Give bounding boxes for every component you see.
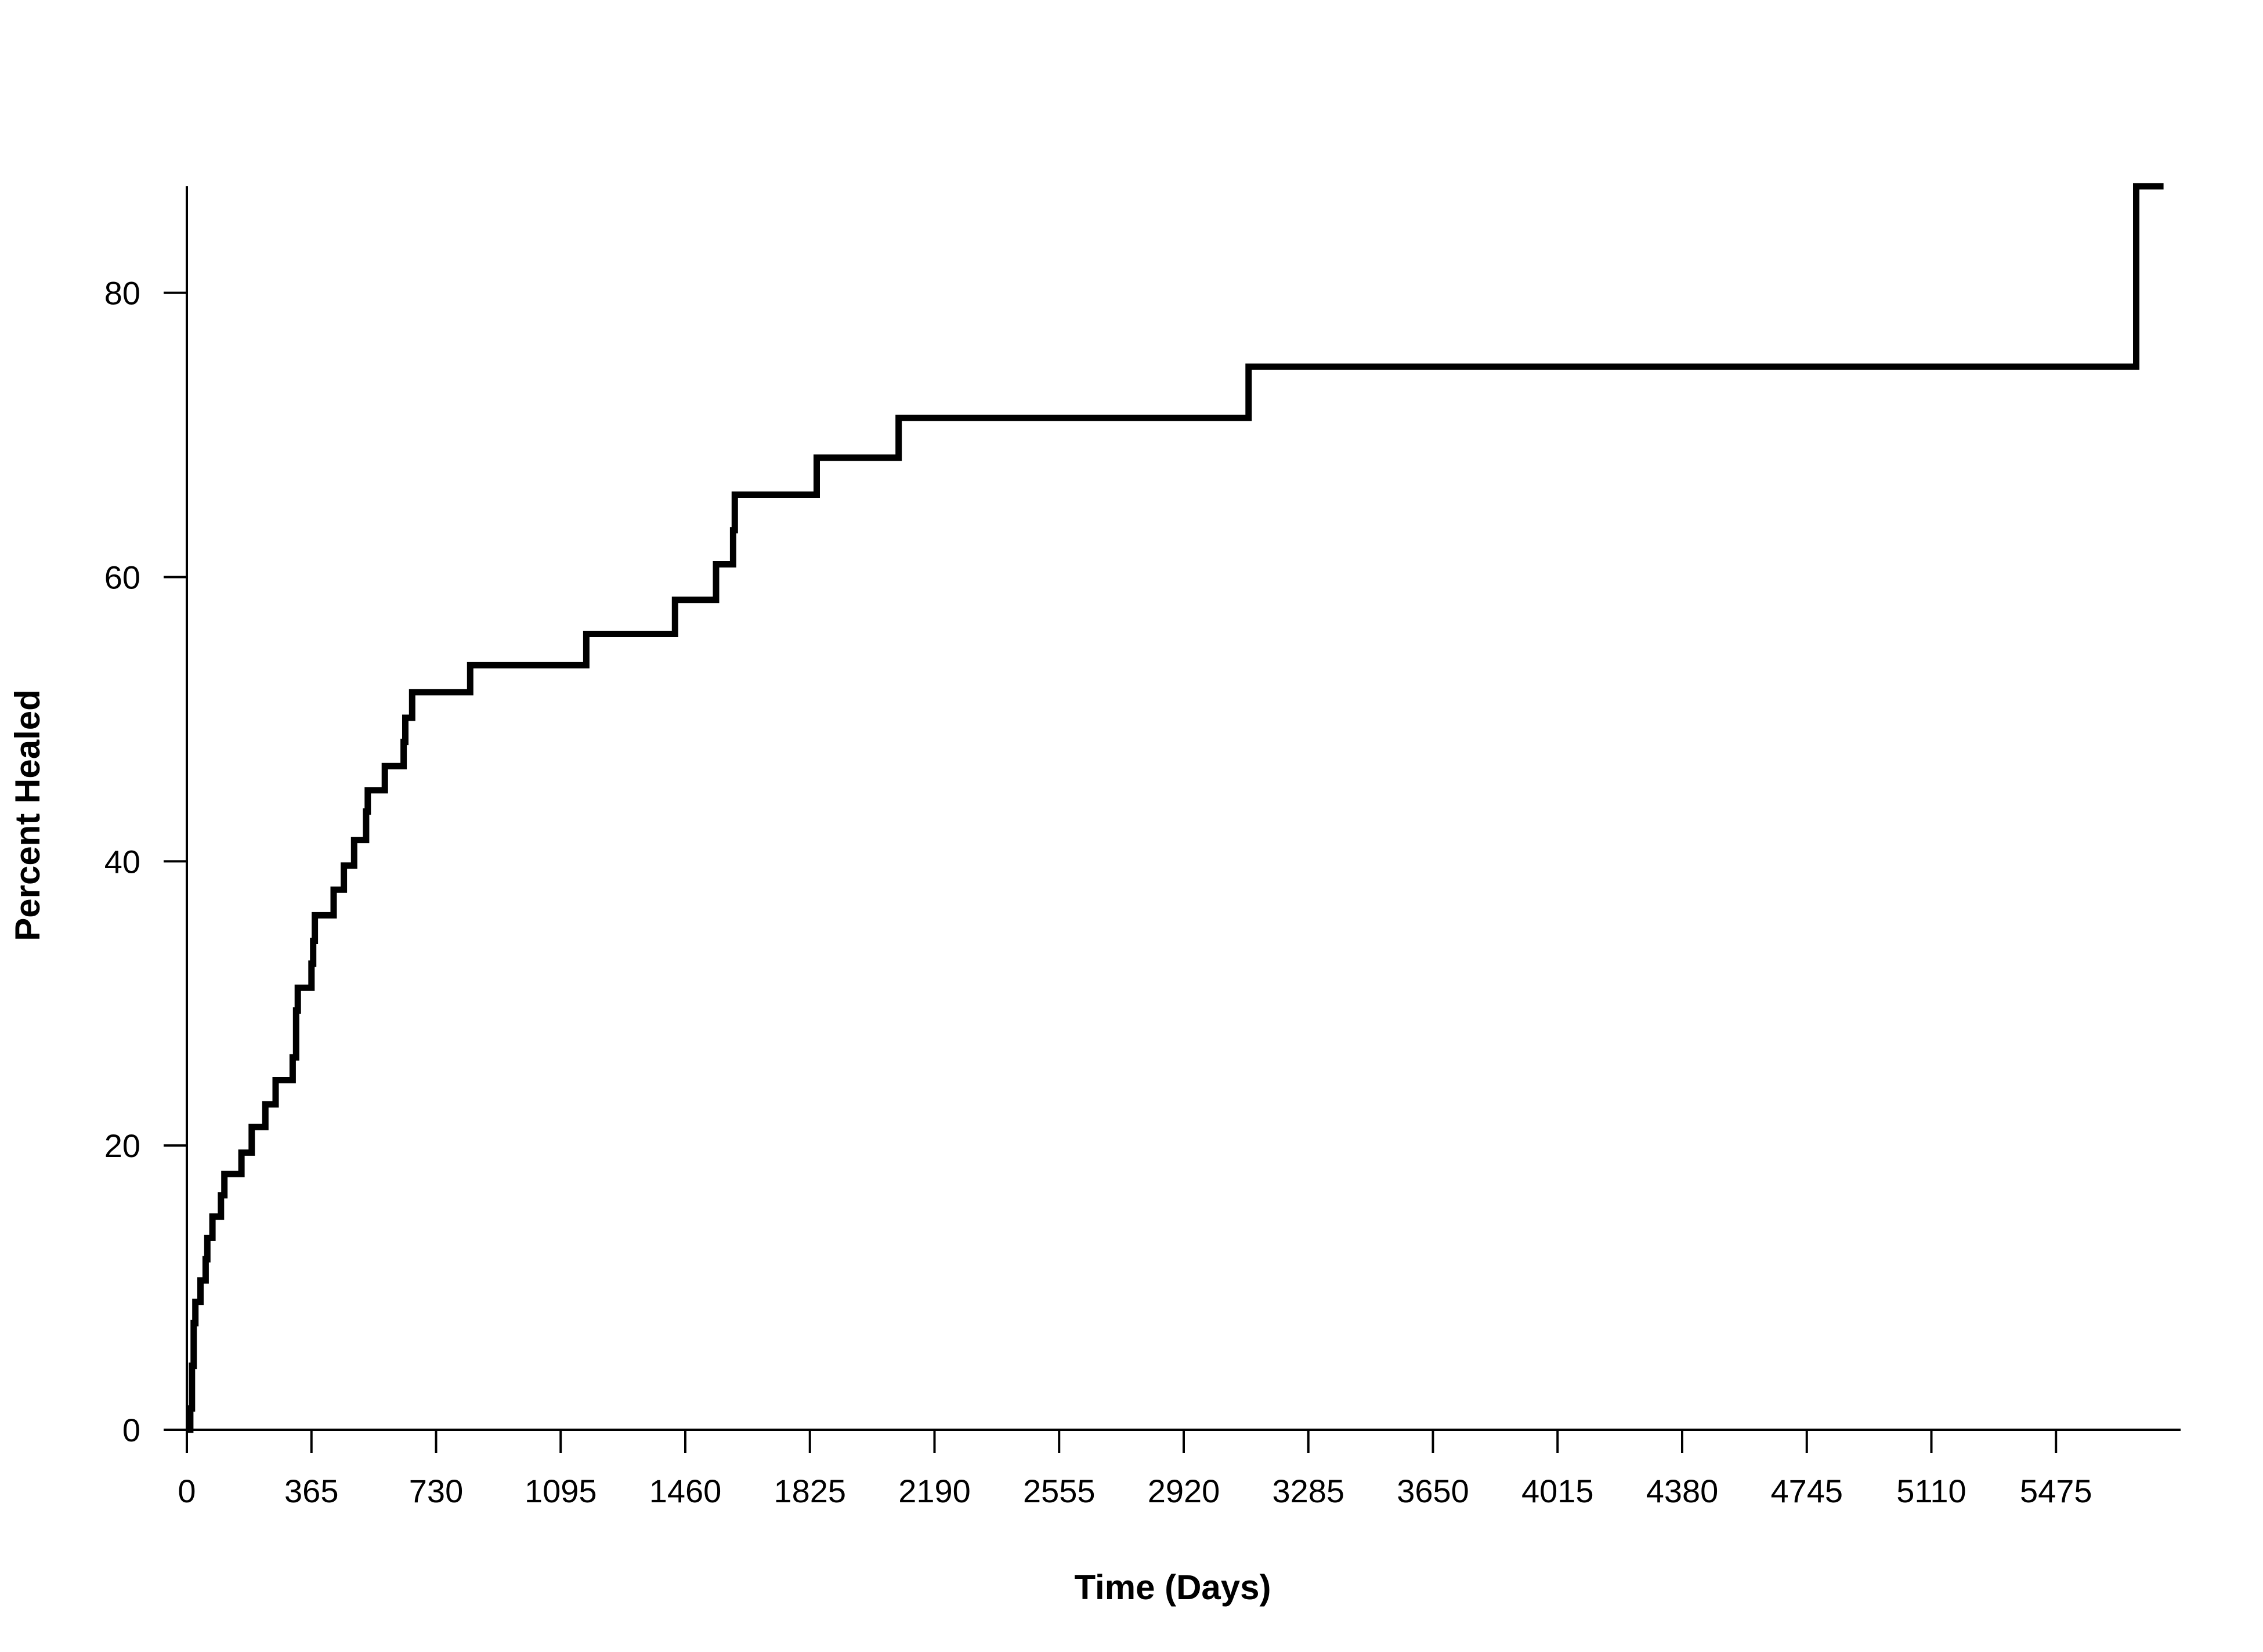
- x-tick-label: 4380: [1646, 1473, 1719, 1509]
- x-tick-label: 2190: [898, 1473, 971, 1509]
- x-axis: 0 365 730 1095 1460 1825 2190 2555 2920 3285 3650 4…: [178, 1429, 2181, 1509]
- y-axis: 0 20 40 60 80: [104, 186, 188, 1448]
- x-tick-label: 1825: [773, 1473, 846, 1509]
- x-tick-label: 0: [178, 1473, 196, 1509]
- x-tick-label: 730: [409, 1473, 463, 1509]
- y-tick-label: 40: [104, 843, 140, 880]
- y-tick-label: 60: [104, 559, 140, 596]
- y-tick-label: 20: [104, 1127, 140, 1164]
- x-tick-label: 3285: [1272, 1473, 1344, 1509]
- series-line: [187, 183, 2164, 1433]
- plot-area: [187, 183, 2164, 1433]
- y-axis-title: Percent Healed: [8, 689, 47, 941]
- x-tick-label: 1460: [649, 1473, 722, 1509]
- x-tick-label: 4015: [1521, 1473, 1594, 1509]
- x-tick-label: 2555: [1023, 1473, 1096, 1509]
- x-tick-label: 1095: [525, 1473, 597, 1509]
- x-tick-label: 365: [284, 1473, 338, 1509]
- x-tick-label: 4745: [1770, 1473, 1843, 1509]
- x-tick-label: 3650: [1397, 1473, 1469, 1509]
- x-tick-label: 5110: [1896, 1473, 1966, 1509]
- x-tick-label: 2920: [1148, 1473, 1220, 1509]
- x-tick-label: 5475: [2020, 1473, 2092, 1509]
- y-tick-label: 0: [122, 1412, 140, 1448]
- x-axis-title: Time (Days): [1074, 1568, 1271, 1607]
- y-tick-label: 80: [104, 275, 140, 312]
